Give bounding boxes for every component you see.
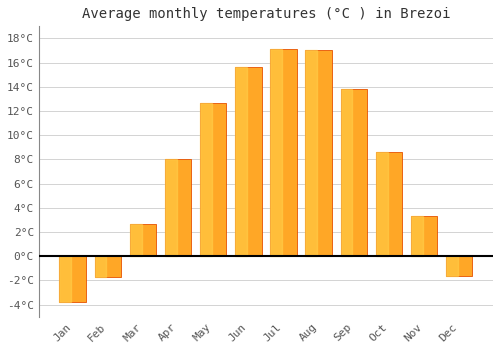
Bar	[340, 89, 367, 256]
Bar	[165, 160, 191, 256]
Bar	[94, 256, 106, 277]
Bar	[130, 224, 156, 256]
Bar	[165, 160, 176, 256]
Bar	[235, 68, 262, 256]
Bar	[94, 256, 121, 277]
Bar	[270, 49, 296, 256]
Bar	[270, 49, 282, 256]
Title: Average monthly temperatures (°C ) in Brezoi: Average monthly temperatures (°C ) in Br…	[82, 7, 450, 21]
Bar	[130, 224, 141, 256]
Bar	[306, 50, 318, 256]
Bar	[446, 256, 458, 276]
Bar	[411, 216, 438, 256]
Bar	[376, 152, 402, 256]
Bar	[200, 103, 212, 256]
Bar	[306, 50, 332, 256]
Bar	[446, 256, 472, 276]
Bar	[340, 89, 352, 256]
Bar	[60, 256, 86, 302]
Bar	[411, 216, 423, 256]
Bar	[376, 152, 388, 256]
Bar	[200, 103, 226, 256]
Bar	[235, 68, 247, 256]
Bar	[60, 256, 72, 302]
